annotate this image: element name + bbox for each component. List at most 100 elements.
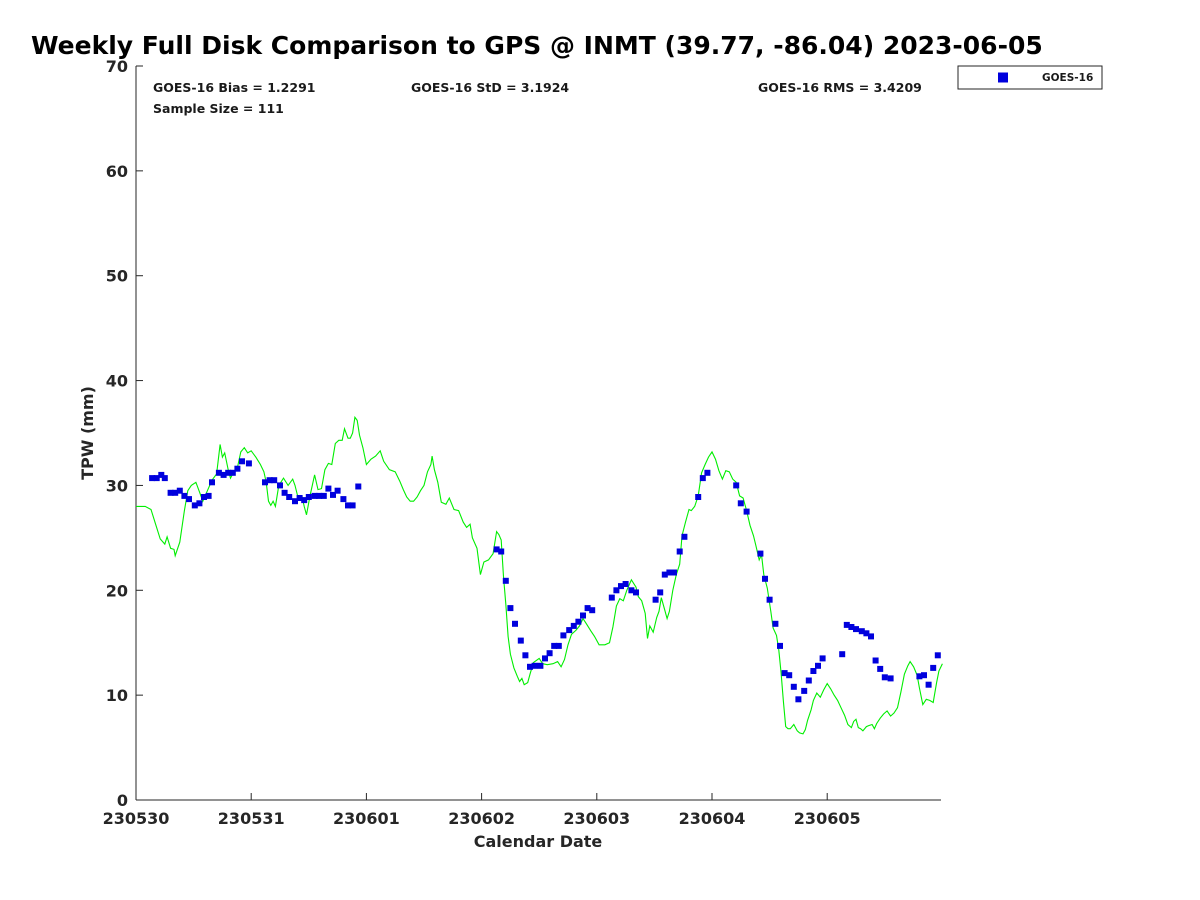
goes16-point bbox=[311, 492, 318, 499]
goes16-point bbox=[934, 652, 941, 659]
goes16-point bbox=[277, 482, 283, 489]
goes16-point bbox=[349, 502, 356, 509]
stat-sample-size: Sample Size = 111 bbox=[153, 101, 284, 116]
goes16-point bbox=[301, 497, 308, 504]
goes16-point bbox=[589, 607, 596, 614]
goes16-point bbox=[517, 637, 524, 644]
stat-std: GOES-16 StD = 3.1924 bbox=[411, 80, 569, 95]
goes16-point bbox=[566, 627, 573, 634]
goes16-point bbox=[805, 677, 812, 684]
goes16-point bbox=[345, 502, 351, 509]
goes16-point bbox=[887, 675, 894, 682]
goes16-point bbox=[877, 665, 884, 672]
goes16-point bbox=[921, 672, 927, 679]
goes16-point bbox=[661, 571, 668, 578]
goes16-point bbox=[916, 673, 923, 680]
legend: GOES-16 bbox=[957, 65, 1103, 90]
goes16-series bbox=[149, 458, 941, 703]
goes16-point bbox=[245, 460, 252, 467]
goes16-point bbox=[843, 621, 850, 628]
stat-rms: GOES-16 RMS = 3.4209 bbox=[758, 80, 922, 95]
goes16-point bbox=[863, 630, 870, 637]
x-axis-ticks: 230530 230531 230601 230602 230603 230604 2306… bbox=[103, 793, 861, 828]
goes16-point bbox=[618, 583, 624, 590]
goes16-point bbox=[737, 500, 744, 507]
goes16-point bbox=[507, 605, 514, 612]
goes16-point bbox=[334, 487, 341, 494]
goes16-point bbox=[795, 696, 802, 703]
goes16-point bbox=[325, 485, 332, 492]
legend-label-goes16: GOES-16 bbox=[1042, 72, 1093, 84]
x-tick-label: 230604 bbox=[679, 809, 746, 828]
goes16-point bbox=[340, 496, 347, 503]
goes16-point bbox=[305, 494, 312, 500]
goes16-point bbox=[819, 655, 826, 662]
goes16-point bbox=[209, 479, 215, 486]
goes16-point bbox=[681, 533, 688, 540]
goes16-point bbox=[853, 626, 859, 633]
goes16-point bbox=[925, 681, 932, 688]
x-tick-label: 230531 bbox=[218, 809, 285, 828]
gps-line bbox=[136, 415, 943, 735]
x-axis-label: Calendar Date bbox=[474, 832, 603, 851]
goes16-point bbox=[225, 469, 232, 476]
y-axis-label: TPW (mm) bbox=[78, 386, 97, 480]
goes16-point bbox=[872, 657, 879, 664]
goes16-point bbox=[537, 662, 544, 669]
goes16-point bbox=[512, 620, 518, 627]
goes16-point bbox=[786, 672, 793, 679]
y-tick-label: 50 bbox=[106, 267, 128, 286]
goes16-point bbox=[801, 687, 808, 694]
goes16-point bbox=[502, 577, 509, 584]
goes16-point bbox=[848, 624, 855, 630]
goes16-point bbox=[781, 670, 788, 677]
goes16-point bbox=[839, 651, 846, 658]
goes16-point bbox=[580, 612, 586, 619]
legend-box bbox=[957, 65, 1103, 90]
goes16-point bbox=[777, 642, 783, 649]
goes16-point bbox=[296, 495, 303, 501]
goes16-point bbox=[772, 620, 779, 627]
goes16-point bbox=[546, 650, 553, 657]
goes16-point bbox=[633, 589, 639, 596]
goes16-point bbox=[584, 605, 591, 612]
goes16-point bbox=[551, 642, 558, 649]
goes16-point bbox=[172, 489, 179, 496]
goes16-point bbox=[704, 469, 711, 476]
goes16-point bbox=[281, 489, 288, 496]
goes16-point bbox=[733, 482, 740, 489]
y-axis-ticks: 0 10 20 30 40 50 60 70 bbox=[106, 57, 143, 810]
goes16-point bbox=[286, 494, 293, 500]
goes16-point bbox=[628, 587, 635, 594]
x-tick-label: 230601 bbox=[333, 809, 400, 828]
goes16-point bbox=[330, 491, 336, 498]
goes16-point bbox=[743, 508, 750, 515]
y-tick-label: 20 bbox=[106, 581, 128, 600]
goes16-point bbox=[815, 662, 821, 669]
goes16-point bbox=[205, 492, 212, 499]
goes16-point bbox=[652, 596, 659, 603]
goes16-point bbox=[196, 500, 203, 507]
goes16-point bbox=[153, 475, 160, 482]
goes16-point bbox=[560, 632, 567, 639]
gps-series bbox=[136, 415, 943, 735]
goes16-point bbox=[234, 465, 241, 472]
goes16-point bbox=[493, 546, 500, 553]
goes16-point bbox=[292, 498, 298, 505]
goes16-point bbox=[858, 628, 865, 635]
goes16-point bbox=[191, 502, 198, 509]
goes16-point bbox=[158, 471, 165, 478]
goes16-point bbox=[757, 550, 764, 557]
goes16-point bbox=[201, 494, 207, 500]
chart-title: Weekly Full Disk Comparison to GPS @ INM… bbox=[31, 31, 1043, 60]
goes16-point bbox=[522, 652, 529, 659]
goes16-point bbox=[676, 548, 683, 555]
x-tick-label: 230602 bbox=[448, 809, 515, 828]
goes16-point bbox=[266, 477, 273, 484]
goes16-point bbox=[671, 569, 677, 576]
y-tick-label: 10 bbox=[106, 686, 128, 705]
goes16-point bbox=[149, 475, 156, 482]
y-tick-label: 30 bbox=[106, 476, 128, 495]
goes16-point bbox=[167, 489, 174, 496]
goes16-point bbox=[766, 596, 773, 603]
